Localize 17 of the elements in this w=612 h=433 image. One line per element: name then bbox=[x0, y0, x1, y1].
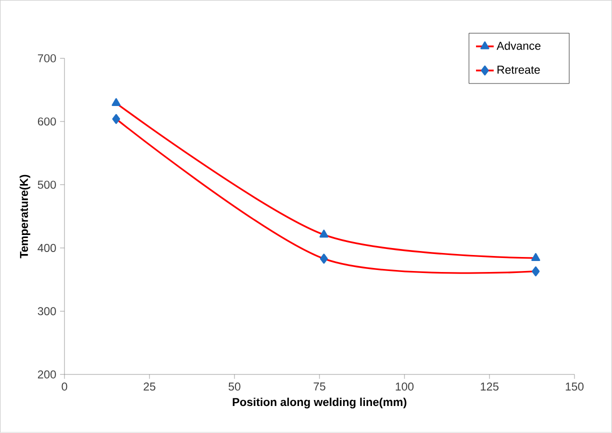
x-tick-label: 50 bbox=[228, 382, 240, 391]
y-tick-label: 500 bbox=[38, 180, 56, 189]
y-tick-label: 700 bbox=[38, 54, 56, 62]
x-axis-title: Position along welding line(mm) bbox=[232, 398, 406, 409]
y-axis-title: Temperature(K) bbox=[20, 175, 30, 258]
x-tick-label: 150 bbox=[566, 382, 584, 391]
x-tick-label: 0 bbox=[62, 382, 68, 391]
y-tick-label: 400 bbox=[38, 244, 56, 252]
y-tick-label: 200 bbox=[38, 370, 56, 379]
x-tick-label: 125 bbox=[480, 382, 499, 391]
y-tick-label: 300 bbox=[38, 307, 56, 316]
legend-label: Retreate bbox=[498, 66, 540, 74]
x-tick-label: 100 bbox=[396, 382, 414, 391]
legend-label: Advance bbox=[496, 42, 540, 50]
x-tick-label: 25 bbox=[144, 382, 156, 391]
y-tick-label: 600 bbox=[38, 118, 56, 126]
x-tick-label: 75 bbox=[314, 382, 326, 391]
